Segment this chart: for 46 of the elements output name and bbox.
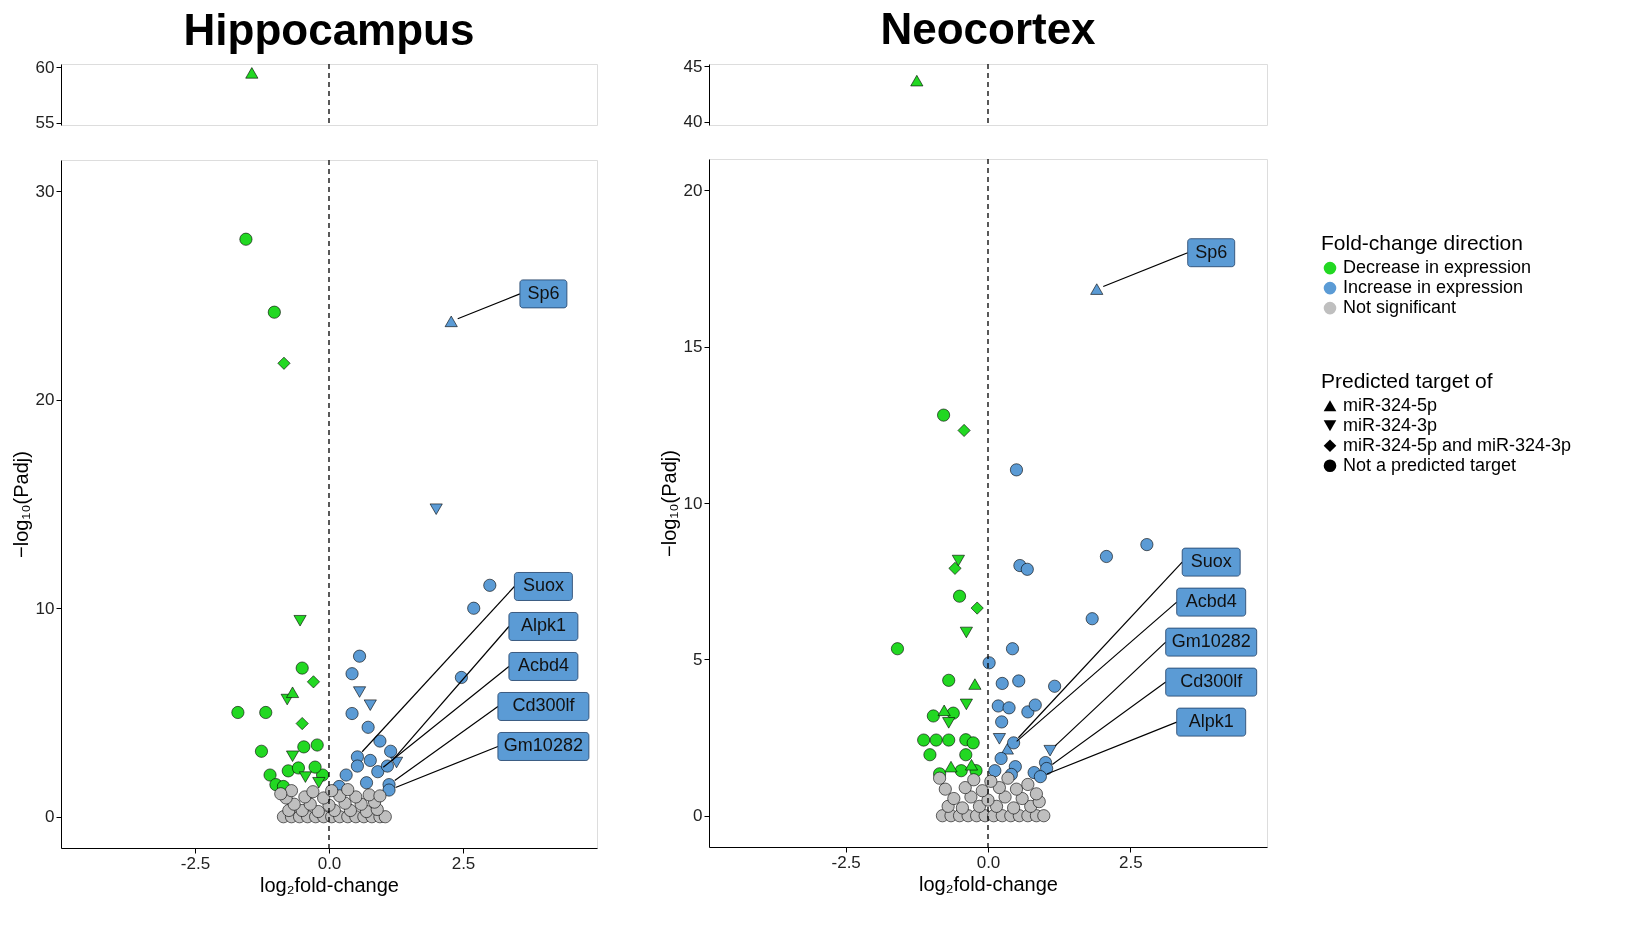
y-tick-label: 55 [35, 113, 55, 133]
y-axis-title: −log₁₀(Padj) [657, 450, 680, 557]
y-tick-label: 10 [35, 598, 55, 618]
y-tick-label: 40 [683, 112, 703, 132]
annotation: Acbd4 [517, 655, 569, 676]
x-tick-label: 2.5 [451, 853, 476, 873]
x-axis-title: log₂fold-change [260, 873, 399, 896]
annotation: Suox [1190, 551, 1232, 572]
chart-title: Neocortex [880, 4, 1097, 54]
annotation: Alpk1 [520, 615, 566, 636]
y-tick-label: 0 [45, 807, 55, 827]
annotation: Gm10282 [503, 735, 583, 756]
legend-label: Decrease in expression [1343, 257, 1532, 278]
y-tick-label: 20 [35, 390, 55, 410]
annotation: Gm10282 [1171, 631, 1251, 652]
chart-title: Hippocampus [183, 5, 475, 55]
x-tick-label: 2.5 [1119, 852, 1143, 872]
annotation: Acbd4 [1185, 591, 1237, 612]
legend-label: miR-324-5p and miR-324-3p [1343, 434, 1572, 455]
y-axis-title: −log₁₀(Padj) [9, 451, 32, 558]
y-tick-label: 15 [683, 337, 703, 357]
x-tick-label: 0.0 [317, 853, 342, 873]
y-tick-label: 45 [683, 56, 703, 76]
legend-label: miR-324-5p [1343, 394, 1438, 415]
y-tick-label: 20 [683, 180, 703, 200]
text: Predicted target of [1321, 368, 1493, 392]
annotation: Suox [522, 575, 564, 596]
y-tick-label: 5 [693, 649, 703, 669]
legend-label: Increase in expression [1343, 277, 1524, 298]
y-tick-label: 30 [35, 181, 55, 201]
y-tick-label: 60 [35, 57, 55, 77]
x-axis-title: log₂fold-change [919, 872, 1058, 895]
annotation: Alpk1 [1188, 711, 1234, 732]
legend-label: Not a predicted target [1343, 454, 1517, 475]
text: Fold-change direction [1321, 231, 1523, 255]
annotation: Cd300lf [1180, 671, 1244, 692]
x-tick-label: -2.5 [180, 853, 211, 873]
annotation: Cd300lf [512, 695, 576, 716]
legend-label: miR-324-3p [1343, 414, 1438, 435]
y-tick-label: 10 [683, 493, 703, 513]
x-tick-label: -2.5 [831, 852, 861, 872]
x-tick-label: 0.0 [976, 852, 1001, 872]
legend-label: Not significant [1343, 297, 1457, 318]
annotation: Sp6 [527, 282, 560, 303]
y-tick-label: 0 [693, 806, 703, 826]
annotation: Sp6 [1195, 241, 1228, 262]
